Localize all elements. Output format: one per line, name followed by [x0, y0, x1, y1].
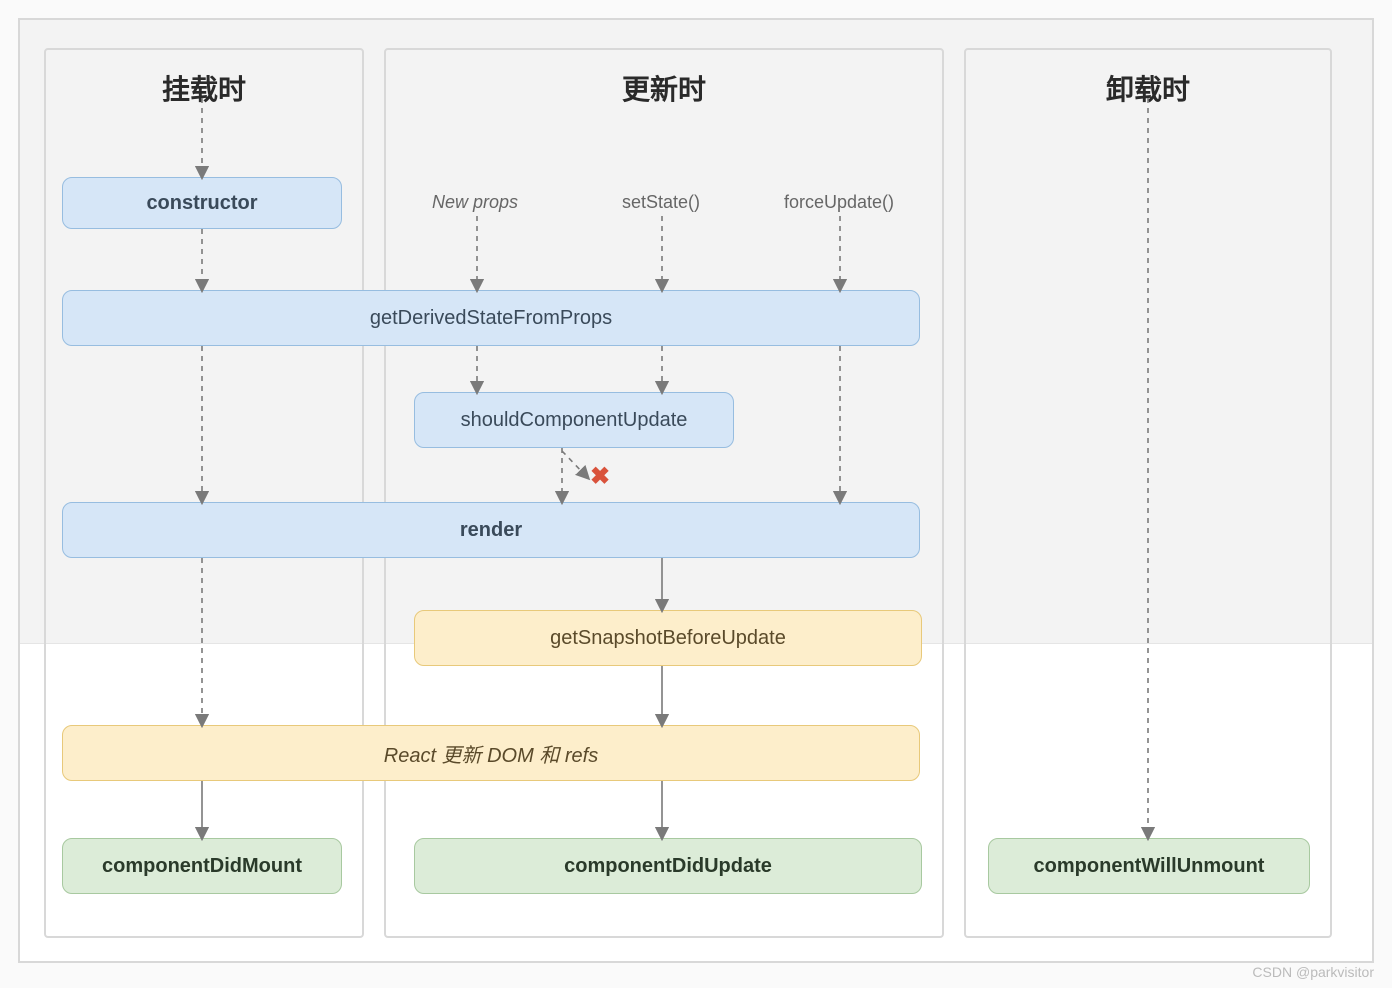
column-mount-title: 挂载时 — [46, 68, 362, 108]
node-get-snapshot-before-update: getSnapshotBeforeUpdate — [414, 610, 922, 666]
node-constructor: constructor — [62, 177, 342, 229]
node-react-update-dom: React 更新 DOM 和 refs — [62, 725, 920, 781]
column-unmount-title: 卸载时 — [966, 68, 1330, 108]
trigger-set-state: setState() — [622, 192, 700, 213]
column-update: 更新时 — [384, 48, 944, 938]
diagram-frame: 挂载时 更新时 卸载时 New props setState() forceUp… — [18, 18, 1374, 963]
column-update-title: 更新时 — [386, 68, 942, 108]
node-should-component-update: shouldComponentUpdate — [414, 392, 734, 448]
trigger-force-update: forceUpdate() — [784, 192, 894, 213]
node-component-did-update: componentDidUpdate — [414, 838, 922, 894]
node-component-will-unmount: componentWillUnmount — [988, 838, 1310, 894]
trigger-new-props: New props — [432, 192, 518, 213]
watermark: CSDN @parkvisitor — [1252, 964, 1374, 980]
node-render: render — [62, 502, 920, 558]
node-get-derived-state-from-props: getDerivedStateFromProps — [62, 290, 920, 346]
column-unmount: 卸载时 — [964, 48, 1332, 938]
node-component-did-mount: componentDidMount — [62, 838, 342, 894]
x-mark-icon: ✖ — [590, 462, 610, 491]
